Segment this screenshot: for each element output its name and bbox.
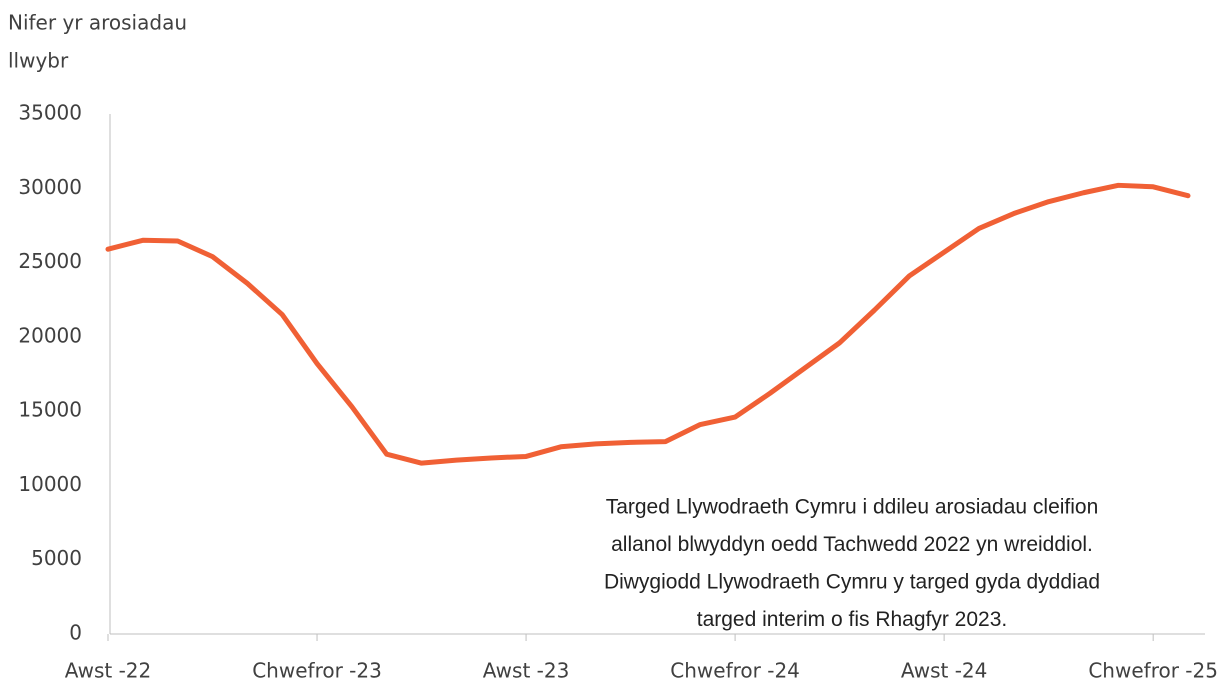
- y-tick-label: 5000: [31, 546, 82, 570]
- annotation: allanol blwyddyn oedd Tachwedd 2022 yn w…: [611, 533, 1093, 556]
- y-tick-label: 35000: [18, 101, 82, 125]
- y-tick-label: 15000: [18, 398, 82, 422]
- x-tick-label: Awst -23: [483, 659, 570, 683]
- y-axis-label: Nifer yr arosiadau: [8, 11, 187, 35]
- y-tick-label: 25000: [18, 249, 82, 273]
- y-axis-label: llwybr: [8, 49, 69, 73]
- y-tick-label: 0: [69, 621, 82, 645]
- line-series: [105, 182, 1191, 466]
- x-tick-label: Chwefror -24: [670, 659, 800, 683]
- y-tick-label: 10000: [18, 472, 82, 496]
- annotation: targed interim o fis Rhagfyr 2023.: [697, 608, 1008, 631]
- annotation: Diwygiodd Llywodraeth Cymru y targed gyd…: [604, 571, 1100, 594]
- x-tick-label: Awst -24: [901, 659, 988, 683]
- y-tick-label: 30000: [18, 175, 82, 199]
- y-tick-label: 20000: [18, 323, 82, 347]
- annotation: Targed Llywodraeth Cymru i ddileu arosia…: [606, 496, 1099, 519]
- x-tick-label: Chwefror -23: [252, 659, 382, 683]
- x-tick-label: Awst -22: [65, 659, 152, 683]
- x-tick-label: Chwefror -25: [1088, 659, 1218, 683]
